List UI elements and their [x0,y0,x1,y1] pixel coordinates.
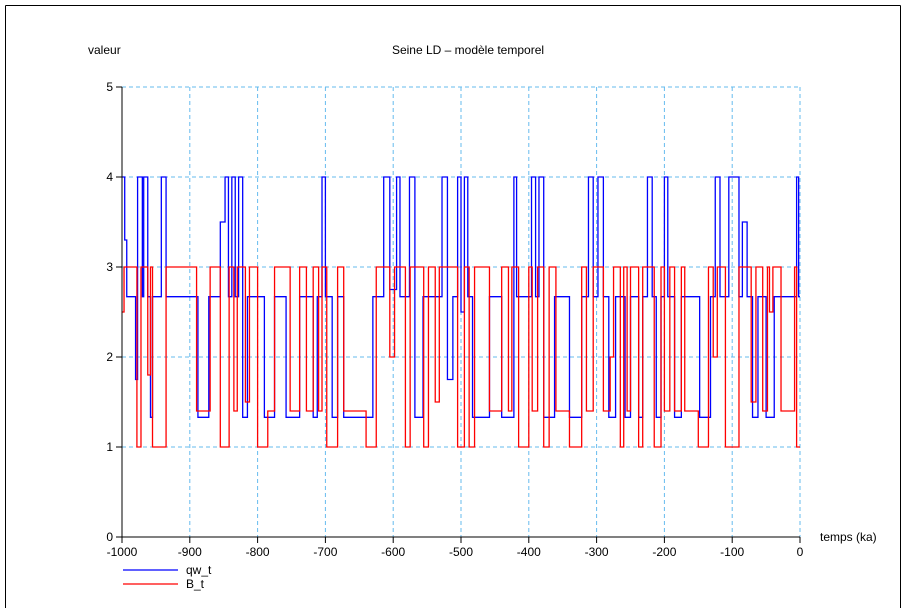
x-tick-label: 0 [797,545,804,559]
x-tick-label: -300 [585,545,609,559]
y-tick-label: 4 [106,170,113,184]
y-tick-label: 2 [106,350,113,364]
x-tick-label: -600 [381,545,405,559]
series-line [122,176,800,418]
y-axis-label: valeur [88,43,121,57]
x-tick-label: -100 [720,545,744,559]
y-tick-label: 5 [106,80,113,94]
x-axis-label: temps (ka) [820,530,877,544]
legend-label: B_t [186,577,205,591]
x-tick-label: -900 [178,545,202,559]
series-line [122,266,800,448]
x-tick-label: -1000 [107,545,138,559]
x-tick-label: -700 [313,545,337,559]
y-tick-label: 0 [106,530,113,544]
x-tick-label: -400 [517,545,541,559]
y-tick-label: 1 [106,440,113,454]
chart-title: Seine LD – modèle temporel [392,43,544,57]
x-tick-label: -800 [246,545,270,559]
x-tick-label: -500 [449,545,473,559]
x-tick-label: -200 [652,545,676,559]
y-tick-label: 3 [106,260,113,274]
legend-label: qw_t [186,563,212,577]
